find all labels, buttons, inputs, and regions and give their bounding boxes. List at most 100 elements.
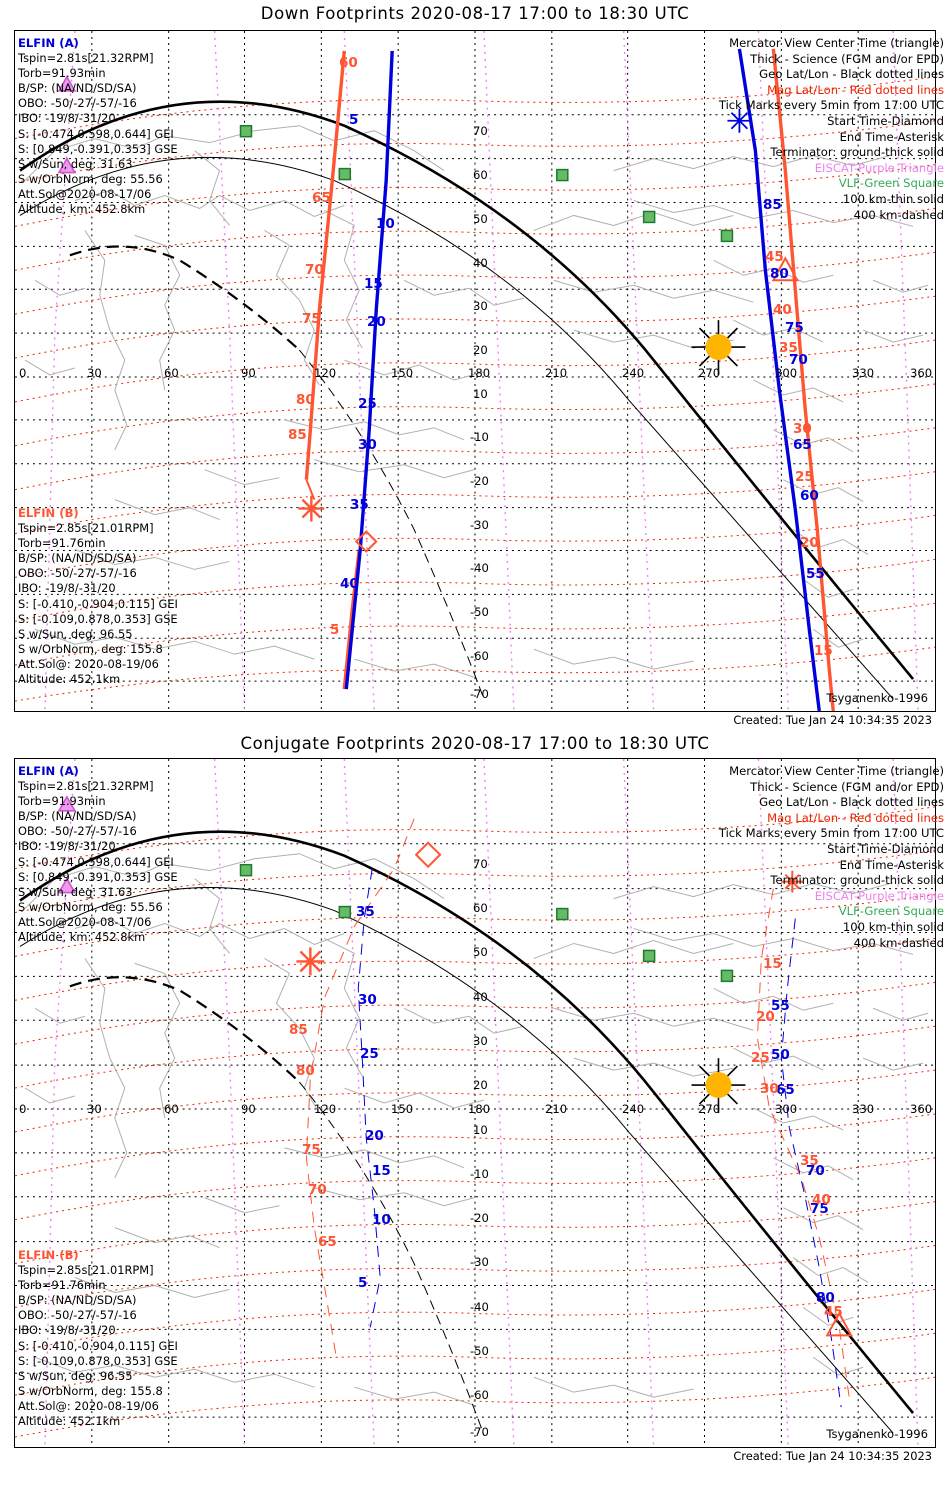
elfin-a-line-2: B/SP: (NA/ND/SD/SA) <box>18 81 137 96</box>
elfin-b-line-3: OBO: -50/-27/-57/-16 <box>18 1308 137 1323</box>
geo-grid-lines <box>15 759 935 1447</box>
elfin-a-line-9: Att.Sol@2020-08-17/06 <box>18 914 152 929</box>
legend-item-5: Start Time-Diamond <box>827 113 944 128</box>
y-tick-30: 30 <box>473 299 488 313</box>
track-tick-conj-b-8: 30 <box>760 1081 779 1097</box>
panel-conj-map-svg <box>15 759 935 1447</box>
elfin-a-line-4: IBO: -19/8/-31/20 <box>18 111 116 126</box>
elfin-b-line-2: B/SP: (NA/ND/SD/SA) <box>18 1293 137 1308</box>
elfin-b-line-10: Altitude: 452.1km <box>18 672 121 687</box>
legend-item-2: Geo Lat/Lon - Black dotted lines <box>759 67 944 82</box>
legend-item-10: 100 km-thin solid <box>842 191 944 206</box>
track-tick-down-a-1: 10 <box>376 216 395 232</box>
track-tick-conj-b-10: 40 <box>812 1192 831 1208</box>
elfin-b-line-0: Tspin=2.85s[21.01RPM] <box>18 1263 154 1278</box>
elfin-a-line-1: Torb=91.93min <box>18 794 106 809</box>
track-tick-conj-b-3: 70 <box>308 1182 327 1198</box>
legend-item-3: Mag Lat/Lon - Red dotted lines <box>767 810 944 825</box>
x-tick-150: 150 <box>391 366 414 380</box>
x-tick-60: 60 <box>164 1102 179 1116</box>
y-tick-m10: -10 <box>470 1167 489 1181</box>
legend-item-7: Terminator: ground-thick solid <box>770 873 944 888</box>
elfin-a-title: ELFIN (A) <box>18 36 79 50</box>
elfin-a-line-5: S: [-0.474,0.598,0.644] GEI <box>18 126 174 141</box>
elfin-b-line-9: Att.Sol@: 2020-08-19/06 <box>18 1398 159 1413</box>
panel-down-plot-frame: 0 30 60 90 120 150 180 210 240 270 300 3… <box>14 30 936 712</box>
track-tick-conj-a-9: 65 <box>776 1082 795 1098</box>
track-tick-down-a-11: 70 <box>789 352 808 368</box>
eiscat-meridian-lines <box>44 759 919 1447</box>
mag-grid-lines <box>15 76 935 702</box>
elfin-a-line-3: OBO: -50/-27/-57/-16 <box>18 824 137 839</box>
x-tick-270: 270 <box>698 366 721 380</box>
elfin-a-line-6: S: [0.849,-0.391,0.353] GSE <box>18 869 178 884</box>
track-tick-down-a-10: 75 <box>785 320 804 336</box>
legend-item-1: Thick - Science (FGM and/or EPD) <box>750 779 944 794</box>
track-tick-conj-a-7: 55 <box>771 998 790 1014</box>
legend-item-4: Tick Marks every 5min from 17:00 UTC <box>718 826 944 841</box>
y-tick-50: 50 <box>473 212 488 226</box>
y-tick-m30: -30 <box>470 518 489 532</box>
track-tick-conj-a-11: 75 <box>810 1201 829 1217</box>
legend-conj: Mercator View Center Time (triangle) Thi… <box>719 764 944 951</box>
legend-item-8: EISCAT-Purple Triangle <box>814 888 944 903</box>
track-tick-conj-a-6: 5 <box>358 1275 368 1291</box>
terminator-curves <box>19 100 915 700</box>
track-tick-conj-b-1: 80 <box>296 1063 315 1079</box>
y-tick-m20: -20 <box>470 474 489 488</box>
elfin-a-line-6: S: [0.849,-0.391,0.353] GSE <box>18 141 178 156</box>
x-tick-360: 360 <box>910 1102 933 1116</box>
track-tick-down-b-0: 60 <box>339 55 358 71</box>
track-tick-conj-b-7: 25 <box>751 1050 770 1066</box>
x-tick-210: 210 <box>545 366 568 380</box>
elfin-b-line-7: S w/Sun, deg: 96.55 <box>18 1368 133 1383</box>
x-tick-270: 270 <box>698 1102 721 1116</box>
created-timestamp-down: Created: Tue Jan 24 10:34:35 2023 <box>733 713 932 727</box>
y-tick-m40: -40 <box>470 1300 489 1314</box>
elfin-b-line-6: S: [-0.109,0.878,0.353] GSE <box>18 611 178 626</box>
elfin-b-line-3: OBO: -50/-27/-57/-16 <box>18 566 137 581</box>
elfin-a-line-5: S: [-0.474,0.598,0.644] GEI <box>18 854 174 869</box>
elfin-a-track-conj <box>357 868 842 1408</box>
elfin-b-line-8: S w/OrbNorm, deg: 155.8 <box>18 641 163 656</box>
track-tick-down-a-13: 60 <box>800 488 819 504</box>
elfin-a-line-10: Altitude, km: 452.8km <box>18 202 146 217</box>
x-tick-0: 0 <box>19 366 27 380</box>
track-tick-conj-a-1: 30 <box>358 992 377 1008</box>
y-tick-20: 20 <box>473 1078 488 1092</box>
y-tick-60: 60 <box>473 168 488 182</box>
elfin-b-line-1: Torb=91.76min <box>18 1278 106 1293</box>
elfin-a-line-2: B/SP: (NA/ND/SD/SA) <box>18 809 137 824</box>
sun-marker-conj <box>691 1058 746 1113</box>
elfin-b-line-4: IBO: -19/8/-31/20 <box>18 581 116 596</box>
elfin-a-line-9: Att.Sol@2020-08-17/06 <box>18 186 152 201</box>
track-tick-down-b-5: 85 <box>288 427 307 443</box>
legend-item-11: 400 km-dashed <box>853 935 944 950</box>
elfin-b-line-5: S: [-0.410,-0.904,0.115] GEI <box>18 596 178 611</box>
x-tick-90: 90 <box>241 1102 256 1116</box>
track-tick-conj-b-2: 75 <box>302 1142 321 1158</box>
track-tick-down-a-7: 40 <box>340 576 359 592</box>
track-tick-down-a-6: 35 <box>350 497 369 513</box>
x-tick-150: 150 <box>391 1102 414 1116</box>
y-tick-10: 10 <box>473 1123 488 1137</box>
elfin-b-line-4: IBO: -19/8/-31/20 <box>18 1323 116 1338</box>
x-tick-90: 90 <box>241 366 256 380</box>
y-tick-m50: -50 <box>470 605 489 619</box>
track-tick-down-b-4: 80 <box>296 392 315 408</box>
x-tick-30: 30 <box>87 1102 102 1116</box>
elfin-b-line-7: S w/Sun, deg: 96.55 <box>18 626 133 641</box>
track-tick-conj-a-10: 70 <box>806 1163 825 1179</box>
elfin-a-line-4: IBO: -19/8/-31/20 <box>18 839 116 854</box>
start-end-markers-down <box>298 108 799 553</box>
y-tick-50: 50 <box>473 945 488 959</box>
eiscat-meridian-lines <box>44 31 919 711</box>
track-tick-conj-a-2: 25 <box>360 1046 379 1062</box>
y-tick-m40: -40 <box>470 561 489 575</box>
vlf-station-markers-conj <box>239 863 734 983</box>
model-name-down: Tsyganenko-1996 <box>826 691 928 705</box>
track-tick-down-b-10: 30 <box>793 421 812 437</box>
eiscat-station-markers-conj <box>57 795 77 894</box>
start-end-markers-conj <box>296 841 853 1337</box>
elfin-b-track-conj <box>305 818 850 1398</box>
